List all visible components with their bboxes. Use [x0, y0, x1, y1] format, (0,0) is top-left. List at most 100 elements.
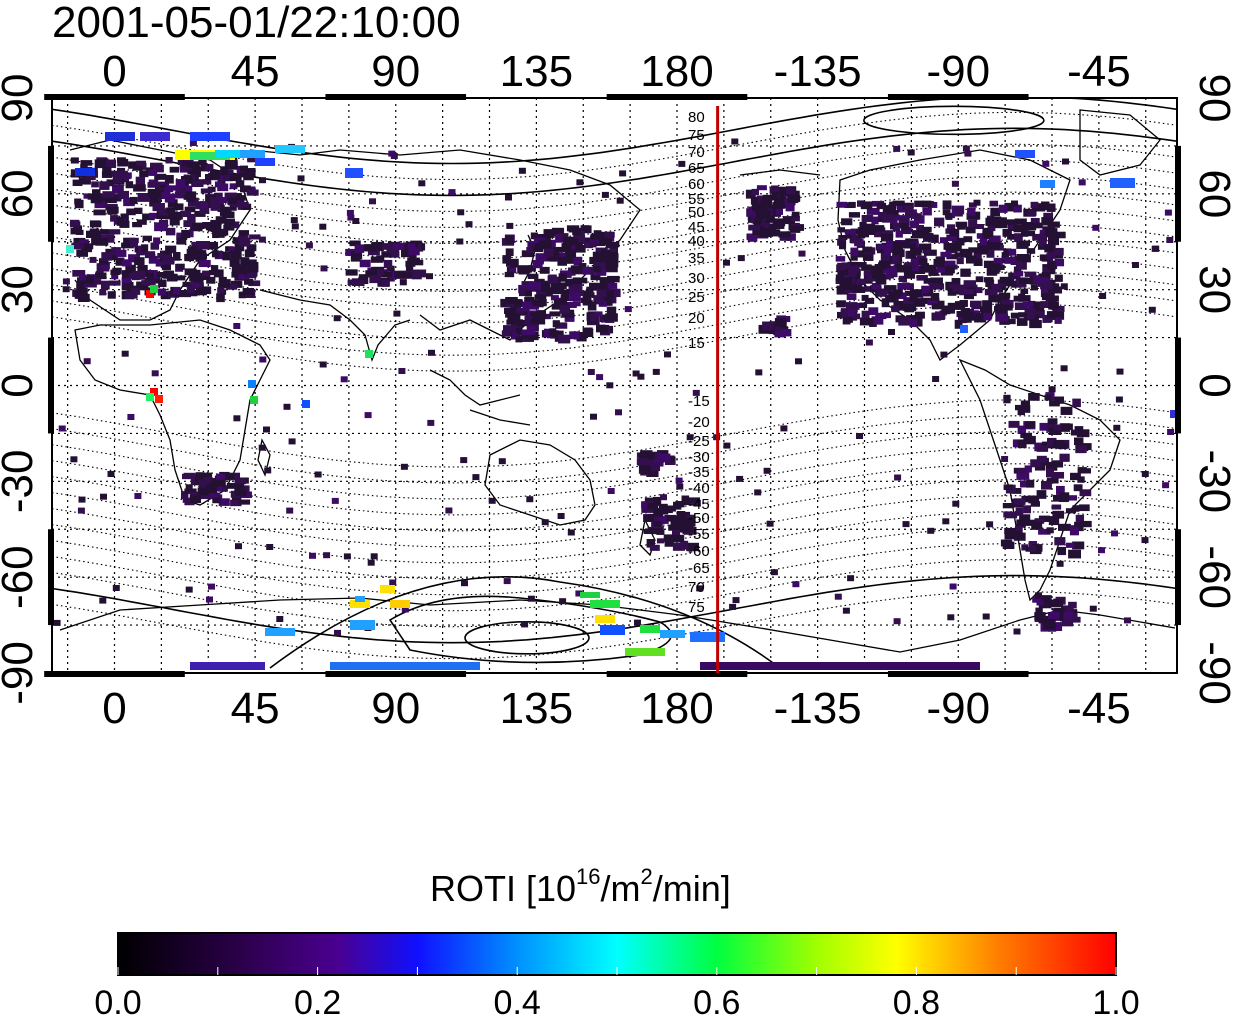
roti-cell	[150, 194, 159, 203]
roti-cell	[847, 304, 858, 313]
roti-cell	[1039, 239, 1047, 247]
roti-cell	[975, 287, 983, 294]
roti-cell	[766, 520, 774, 527]
roti-cell	[521, 281, 534, 289]
roti-cell	[107, 471, 115, 477]
roti-cell	[1051, 233, 1059, 242]
roti-cell	[112, 175, 122, 184]
roti-cell-highlight	[390, 600, 410, 608]
roti-cell	[229, 183, 238, 190]
roti-cell	[658, 503, 668, 512]
roti-cell	[543, 235, 551, 243]
roti-cell	[1043, 617, 1054, 624]
roti-cell	[259, 356, 267, 363]
roti-cell	[1007, 248, 1017, 256]
roti-cell	[606, 382, 614, 389]
roti-cell	[986, 249, 995, 258]
roti-cell	[596, 324, 606, 333]
roti-cell	[305, 242, 313, 249]
roti-cell	[942, 200, 952, 210]
roti-cell	[965, 226, 976, 234]
roti-cell	[1013, 270, 1024, 277]
roti-cell	[314, 471, 322, 478]
roti-cell	[747, 233, 758, 242]
roti-cell	[264, 467, 272, 474]
roti-cell	[125, 181, 134, 189]
colorbar-title-exp2: 2	[640, 864, 653, 889]
roti-cell	[782, 216, 796, 225]
roti-cell-highlight	[345, 168, 363, 178]
roti-cell	[121, 277, 132, 284]
roti-cell	[53, 619, 61, 626]
roti-cell	[94, 200, 108, 209]
roti-cell	[993, 257, 1003, 266]
roti-cell	[237, 201, 245, 210]
roti-cell	[1072, 505, 1080, 512]
roti-cell	[785, 188, 796, 195]
roti-cell	[1046, 468, 1055, 478]
roti-cell	[141, 280, 153, 286]
roti-cell	[561, 256, 575, 264]
roti-cell	[682, 498, 691, 506]
roti-cell	[1028, 495, 1040, 504]
roti-cell	[936, 267, 946, 273]
roti-cell	[125, 292, 138, 299]
roti-cell	[883, 312, 891, 319]
roti-cell	[964, 150, 972, 157]
south-pole-contour-outer	[269, 576, 781, 669]
mlat-contour	[52, 495, 1177, 564]
roti-cell	[209, 170, 220, 180]
roti-cell	[756, 195, 768, 204]
roti-cell	[95, 272, 107, 280]
roti-cell	[906, 315, 917, 322]
roti-cell	[217, 206, 230, 212]
north-pole-contour	[863, 105, 1045, 136]
roti-cell	[1024, 230, 1036, 237]
roti-cell	[572, 227, 582, 236]
roti-cell-highlight	[330, 662, 480, 670]
roti-cell	[539, 266, 550, 274]
roti-cell	[871, 283, 881, 290]
roti-cell	[557, 256, 567, 266]
roti-cell	[536, 290, 549, 297]
roti-cell	[834, 593, 842, 600]
roti-cell	[62, 286, 70, 293]
roti-cell	[149, 212, 158, 219]
roti-cell	[534, 242, 543, 251]
roti-cell	[345, 248, 356, 256]
roti-cell	[206, 486, 218, 494]
roti-cell	[770, 569, 778, 576]
roti-cell	[1061, 605, 1071, 614]
roti-cell	[248, 168, 256, 177]
contour-label-south: 70	[688, 579, 705, 596]
contour-label-south: -40	[688, 480, 710, 497]
roti-cell	[664, 540, 674, 547]
roti-cell	[152, 164, 164, 173]
roti-cell	[246, 271, 257, 279]
roti-cell	[997, 294, 1010, 300]
roti-cell-highlight	[1040, 180, 1055, 188]
roti-cell	[134, 207, 143, 215]
roti-cell	[1051, 504, 1062, 510]
roti-cell	[93, 209, 106, 216]
top-frame-segment	[325, 94, 467, 100]
roti-cell	[963, 290, 974, 300]
roti-cell	[1020, 400, 1030, 408]
roti-cell-highlight	[146, 393, 154, 401]
top-longitude-label: 0	[102, 47, 126, 96]
roti-cell	[515, 336, 523, 343]
roti-cell	[861, 310, 870, 320]
roti-cell	[187, 161, 200, 168]
roti-cell	[102, 191, 116, 198]
roti-cell	[909, 294, 918, 302]
roti-cell	[903, 272, 916, 279]
roti-cell	[79, 274, 86, 281]
roti-cell	[883, 265, 896, 274]
roti-cell	[945, 213, 953, 220]
roti-cell	[1003, 248, 1012, 256]
roti-cell	[189, 140, 197, 146]
roti-cell	[1036, 455, 1047, 463]
roti-cell	[521, 329, 531, 336]
roti-cell	[1164, 209, 1172, 216]
roti-cell	[1162, 482, 1170, 489]
